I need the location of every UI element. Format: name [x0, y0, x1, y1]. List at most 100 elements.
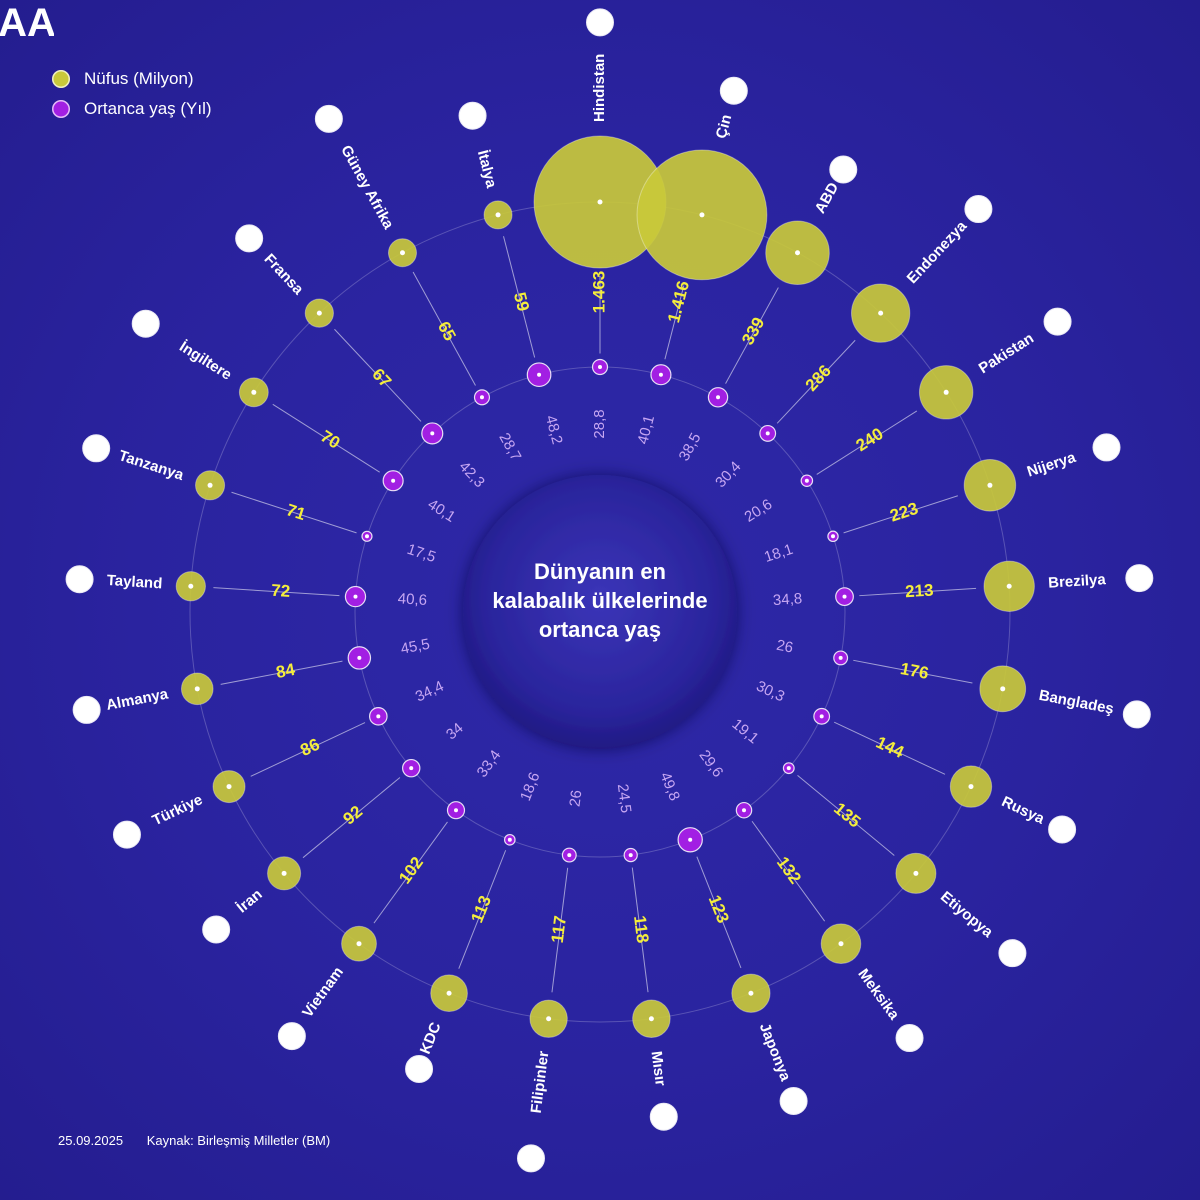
country-6-population-label: 213: [905, 581, 935, 602]
country-24-flag-icon: [458, 101, 487, 130]
country-24-age-label: 48,2: [542, 414, 566, 447]
country-2-connector: [725, 287, 779, 384]
country-19-name-label: Tayland: [106, 572, 163, 592]
country-16-population-dot: [281, 870, 287, 876]
country-6-connector: [859, 587, 977, 597]
country-8-flag-icon: [1048, 815, 1077, 844]
country-0-population-label: 1.463: [589, 271, 608, 314]
country-11-name-label: Japonya: [756, 1021, 794, 1084]
country-1-connector: [664, 285, 685, 360]
country-23-population-dot: [399, 250, 405, 256]
country-13-population-label: 117: [548, 915, 570, 945]
country-17-connector: [250, 722, 366, 777]
country-21-age-label: 40,1: [425, 496, 459, 526]
country-19-flag-icon: [65, 565, 94, 594]
country-5-flag-icon: [1092, 433, 1121, 462]
country-5-name-label: Nijerya: [1025, 449, 1078, 481]
country-2-flag-icon: [829, 155, 858, 184]
country-3-age-dot: [765, 431, 770, 436]
country-12-population-dot: [648, 1016, 654, 1022]
country-7-age-dot: [838, 655, 843, 660]
country-9-name-label: Etiyopya: [937, 888, 997, 941]
country-20-flag-icon: [82, 434, 111, 463]
legend-item-population: Nüfus (Milyon): [52, 64, 212, 94]
country-10-population-label: 132: [773, 853, 805, 887]
country-10-age-dot: [742, 808, 747, 813]
country-19-connector: [213, 587, 340, 597]
footer: 25.09.2025 Kaynak: Birleşmiş Milletler (…: [58, 1133, 350, 1148]
country-22-flag-icon: [235, 224, 264, 253]
country-18-population-label: 84: [274, 660, 297, 682]
country-16-connector: [302, 777, 401, 859]
country-6-population-dot: [1006, 583, 1012, 589]
country-14-connector: [458, 850, 507, 969]
country-6-age-dot: [842, 594, 847, 599]
country-5-age-dot: [831, 534, 836, 539]
country-13-connector: [551, 867, 569, 993]
country-12-age-label: 24,5: [614, 783, 635, 814]
country-1-population-dot: [699, 212, 705, 218]
country-15-name-label: Vietnam: [299, 964, 347, 1021]
country-10-flag-icon: [895, 1024, 924, 1053]
country-8-name-label: Rusya: [999, 793, 1048, 828]
country-3-flag-icon: [964, 195, 993, 224]
country-5-population-label: 223: [888, 499, 921, 526]
country-23-name-label: Güney Afrika: [337, 142, 397, 232]
country-5-population-dot: [987, 482, 993, 488]
country-13-age-dot: [567, 853, 572, 858]
country-15-population-dot: [356, 941, 362, 947]
population-swatch: [52, 70, 70, 88]
country-0-population-dot: [597, 199, 603, 205]
country-4-population-label: 240: [853, 424, 887, 455]
country-12-flag-icon: [649, 1102, 678, 1131]
country-9-population-dot: [913, 870, 919, 876]
country-5-connector: [843, 495, 958, 534]
country-2-age-dot: [716, 395, 721, 400]
age-swatch: [52, 100, 70, 118]
country-17-flag-icon: [112, 820, 141, 849]
country-1-age-dot: [658, 372, 663, 377]
country-14-name-label: KDC: [417, 1020, 445, 1057]
legend-item-age: Ortanca yaş (Yıl): [52, 94, 212, 124]
country-5-age-label: 18,1: [762, 541, 795, 566]
country-8-age-label: 30,3: [754, 678, 788, 706]
country-16-name-label: İran: [234, 886, 266, 917]
country-23-connector: [412, 271, 476, 386]
country-11-flag-icon: [779, 1087, 808, 1116]
country-17-age-dot: [376, 714, 381, 719]
country-15-population-label: 102: [395, 853, 427, 887]
country-14-age-label: 18,6: [517, 770, 544, 803]
country-0-name-label: Hindistan: [591, 54, 608, 122]
country-18-age-dot: [357, 655, 362, 660]
country-19-age-label: 40,6: [397, 590, 427, 609]
country-9-connector: [797, 775, 895, 856]
country-3-population-label: 286: [802, 361, 835, 395]
country-20-connector: [231, 491, 357, 534]
country-17-population-dot: [226, 784, 232, 790]
country-14-population-label: 113: [467, 893, 495, 926]
country-1-flag-icon: [719, 76, 748, 105]
country-14-flag-icon: [405, 1055, 434, 1084]
country-7-name-label: Bangladeş: [1037, 687, 1115, 718]
country-7-population-dot: [1000, 686, 1006, 692]
country-14-population-dot: [446, 990, 452, 996]
country-21-connector: [272, 403, 380, 473]
country-3-connector: [776, 339, 856, 424]
country-2-population-dot: [795, 250, 801, 256]
country-7-connector: [853, 659, 973, 684]
country-16-age-dot: [409, 766, 414, 771]
country-21-age-dot: [391, 478, 396, 483]
legend: Nüfus (Milyon) Ortanca yaş (Yıl): [52, 64, 212, 124]
country-19-age-dot: [353, 594, 358, 599]
country-11-population-label: 123: [705, 892, 733, 925]
country-20-population-dot: [207, 482, 213, 488]
country-0-flag-icon: [586, 8, 614, 37]
country-13-flag-icon: [516, 1144, 545, 1173]
country-4-name-label: Pakistan: [976, 330, 1037, 377]
country-13-name-label: Filipinler: [528, 1050, 553, 1114]
country-20-age-dot: [364, 534, 369, 539]
country-6-flag-icon: [1125, 564, 1154, 593]
country-6-name-label: Brezilya: [1048, 571, 1107, 592]
